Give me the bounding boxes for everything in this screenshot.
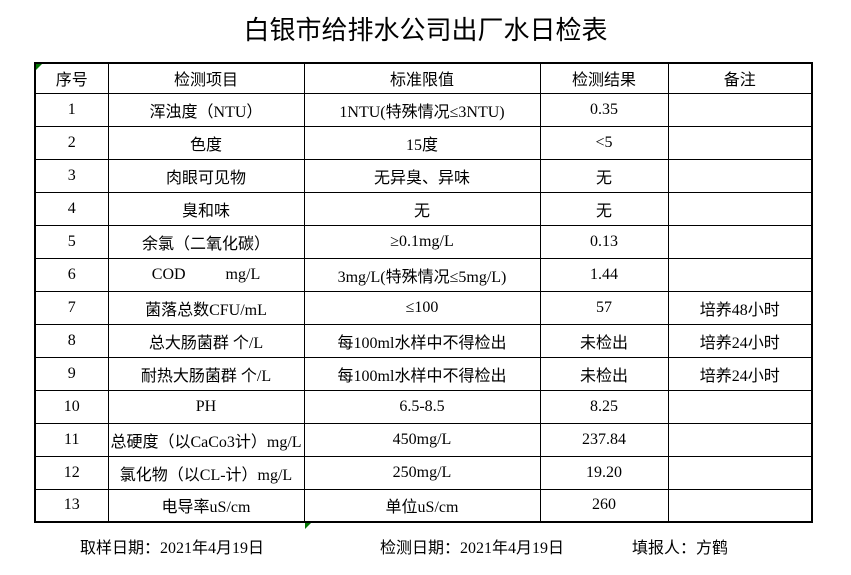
sample-date: 取样日期：2021年4月19日 <box>80 538 264 560</box>
excel-bottom-indicator-icon <box>305 523 311 529</box>
cell-result: 无 <box>539 191 669 226</box>
cell-result: 1.44 <box>539 257 669 292</box>
cell-result: <5 <box>539 125 669 160</box>
reporter-value: 方鹤 <box>696 540 729 557</box>
cell-item: 耐热大肠菌群 个/L <box>107 356 305 391</box>
cell-item: PH <box>107 389 305 424</box>
cell-item: 余氯（二氧化碳） <box>107 224 305 259</box>
table-row: 10 PH 6.5-8.5 8.25 <box>34 389 813 424</box>
cell-item: 臭和味 <box>107 191 305 226</box>
cell-limit: 3mg/L(特殊情况≤5mg/L) <box>303 257 541 292</box>
cell-result: 未检出 <box>539 356 669 391</box>
test-date-label: 检测日期： <box>380 540 461 557</box>
cell-note <box>667 389 813 424</box>
cell-result: 57 <box>539 290 669 325</box>
table-row: 13 电导率uS/cm 单位uS/cm 260 <box>34 488 813 523</box>
cell-item: 总大肠菌群 个/L <box>107 323 305 358</box>
cell-item: 菌落总数CFU/mL <box>107 290 305 325</box>
cell-index: 13 <box>34 488 109 523</box>
cell-result: 8.25 <box>539 389 669 424</box>
test-date: 检测日期：2021年4月19日 <box>380 538 564 560</box>
cell-result: 未检出 <box>539 323 669 358</box>
cell-result: 0.13 <box>539 224 669 259</box>
table-row: 8 总大肠菌群 个/L 每100ml水样中不得检出 未检出 培养24小时 <box>34 323 813 358</box>
cell-index: 11 <box>34 422 109 457</box>
cell-item: 浑浊度（NTU） <box>107 92 305 127</box>
cell-limit: ≥0.1mg/L <box>303 224 541 259</box>
cell-note <box>667 224 813 259</box>
cell-limit: 450mg/L <box>303 422 541 457</box>
cell-note <box>667 158 813 193</box>
sample-date-label: 取样日期： <box>80 540 161 557</box>
cell-result: 无 <box>539 158 669 193</box>
cell-limit: 无异臭、异味 <box>303 158 541 193</box>
header-result: 检测结果 <box>539 62 669 94</box>
cell-note <box>667 455 813 490</box>
cell-limit: ≤100 <box>303 290 541 325</box>
cell-limit: 15度 <box>303 125 541 160</box>
cell-index: 10 <box>34 389 109 424</box>
cell-item: COD mg/L <box>107 257 305 292</box>
cell-note <box>667 257 813 292</box>
cell-result: 0.35 <box>539 92 669 127</box>
cell-note <box>667 422 813 457</box>
cell-item: 电导率uS/cm <box>107 488 305 523</box>
cell-limit: 250mg/L <box>303 455 541 490</box>
cell-note <box>667 488 813 523</box>
header-limit: 标准限值 <box>303 62 541 94</box>
table-row: 7 菌落总数CFU/mL ≤100 57 培养48小时 <box>34 290 813 325</box>
cell-limit: 每100ml水样中不得检出 <box>303 323 541 358</box>
table-row: 12 氯化物（以CL-计）mg/L 250mg/L 19.20 <box>34 455 813 490</box>
cell-index: 8 <box>34 323 109 358</box>
footer-line: 取样日期：2021年4月19日 检测日期：2021年4月19日 填报人：方鹤 <box>0 538 851 560</box>
cell-note <box>667 191 813 226</box>
header-note: 备注 <box>667 62 813 94</box>
cell-index: 5 <box>34 224 109 259</box>
cell-index: 3 <box>34 158 109 193</box>
cell-index: 4 <box>34 191 109 226</box>
header-index: 序号 <box>34 62 109 94</box>
cell-index: 9 <box>34 356 109 391</box>
cell-index: 1 <box>34 92 109 127</box>
cell-index: 7 <box>34 290 109 325</box>
cell-note <box>667 92 813 127</box>
table-row: 3 肉眼可见物 无异臭、异味无 <box>34 158 813 193</box>
reporter: 填报人：方鹤 <box>632 538 728 560</box>
cell-item: 肉眼可见物 <box>107 158 305 193</box>
header-row: 序号 检测项目 标准限值 检测结果 备注 <box>34 62 813 94</box>
table-row: 9 耐热大肠菌群 个/L 每100ml水样中不得检出 未检出 培养24小时 <box>34 356 813 391</box>
table-row: 2 色度 15度 <5 <box>34 125 813 160</box>
table-row: 1 浑浊度（NTU） 1NTU(特殊情况≤3NTU) 0.35 <box>34 92 813 127</box>
cell-note: 培养24小时 <box>667 356 813 391</box>
cell-limit: 6.5-8.5 <box>303 389 541 424</box>
table-row: 4 臭和味无无 <box>34 191 813 226</box>
cell-result: 19.20 <box>539 455 669 490</box>
table-row: 6 COD mg/L 3mg/L(特殊情况≤5mg/L) 1.44 <box>34 257 813 292</box>
cell-note: 培养48小时 <box>667 290 813 325</box>
cell-item: 氯化物（以CL-计）mg/L <box>107 455 305 490</box>
cell-note: 培养24小时 <box>667 323 813 358</box>
header-item: 检测项目 <box>107 62 305 94</box>
table-header: 序号 检测项目 标准限值 检测结果 备注 <box>34 62 813 94</box>
test-date-value: 2021年4月19日 <box>460 540 565 557</box>
table-body: 1 浑浊度（NTU） 1NTU(特殊情况≤3NTU) 0.35 2 色度 15度 <5 3 肉眼可… <box>34 92 813 523</box>
cell-limit: 1NTU(特殊情况≤3NTU) <box>303 92 541 127</box>
cell-index: 12 <box>34 455 109 490</box>
cell-limit: 单位uS/cm <box>303 488 541 523</box>
cell-limit: 每100ml水样中不得检出 <box>303 356 541 391</box>
inspection-table: 序号 检测项目 标准限值 检测结果 备注 1 浑浊度（NTU） 1NTU(特殊情况≤… <box>34 62 813 523</box>
cell-limit: 无 <box>303 191 541 226</box>
cell-item: 总硬度（以CaCo3计）mg/L <box>107 422 305 457</box>
table-row: 5 余氯（二氧化碳） ≥0.1mg/L 0.13 <box>34 224 813 259</box>
page-title: 白银市给排水公司出厂水日检表 <box>243 16 608 45</box>
cell-item: 色度 <box>107 125 305 160</box>
cell-result: 237.84 <box>539 422 669 457</box>
reporter-label: 填报人： <box>632 540 697 557</box>
cell-result: 260 <box>539 488 669 523</box>
cell-note <box>667 125 813 160</box>
cell-index: 2 <box>34 125 109 160</box>
table-row: 11 总硬度（以CaCo3计）mg/L 450mg/L 237.84 <box>34 422 813 457</box>
sample-date-value: 2021年4月19日 <box>160 540 265 557</box>
cell-index: 6 <box>34 257 109 292</box>
